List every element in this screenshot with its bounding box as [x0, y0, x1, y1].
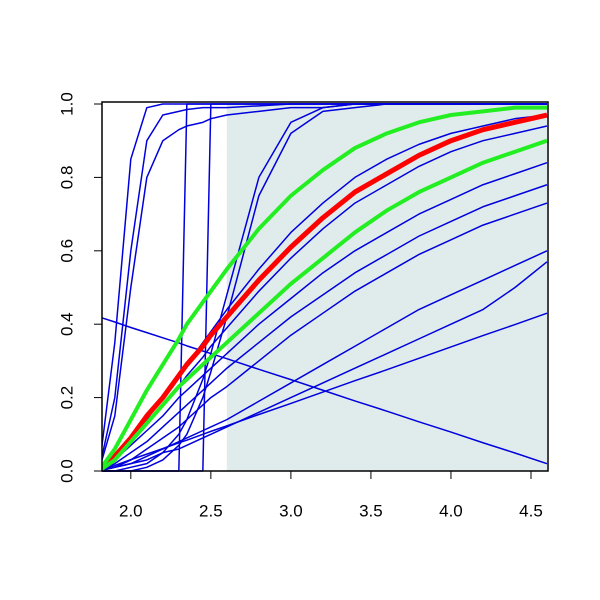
series-line [102, 317, 548, 465]
x-tick-label: 2.0 [119, 501, 143, 520]
x-tick-label: 3.5 [359, 501, 383, 520]
series-line [102, 103, 547, 472]
series-line [102, 312, 548, 471]
y-tick-label: 0.8 [57, 166, 76, 190]
plot-frame [101, 101, 549, 472]
x-tick-label: 4.0 [439, 501, 463, 520]
y-tick-label: 0.2 [57, 386, 76, 410]
y-tick-label: 1.0 [57, 92, 76, 116]
x-tick-label: 2.5 [199, 501, 223, 520]
x-tick-label: 3.0 [279, 501, 303, 520]
series-line [102, 112, 548, 472]
shaded-region [226, 104, 547, 471]
series-line [102, 162, 548, 470]
series-line [102, 250, 548, 472]
y-tick-label: 0.4 [57, 312, 76, 336]
series-line [102, 138, 548, 472]
series-line [102, 202, 548, 472]
series-line [102, 184, 548, 471]
series-line [102, 105, 547, 470]
y-tick-label: 0.6 [57, 239, 76, 263]
plot-area [102, 103, 548, 472]
y-tick-label: 0.0 [57, 459, 76, 483]
x-tick-label: 4.5 [519, 501, 543, 520]
